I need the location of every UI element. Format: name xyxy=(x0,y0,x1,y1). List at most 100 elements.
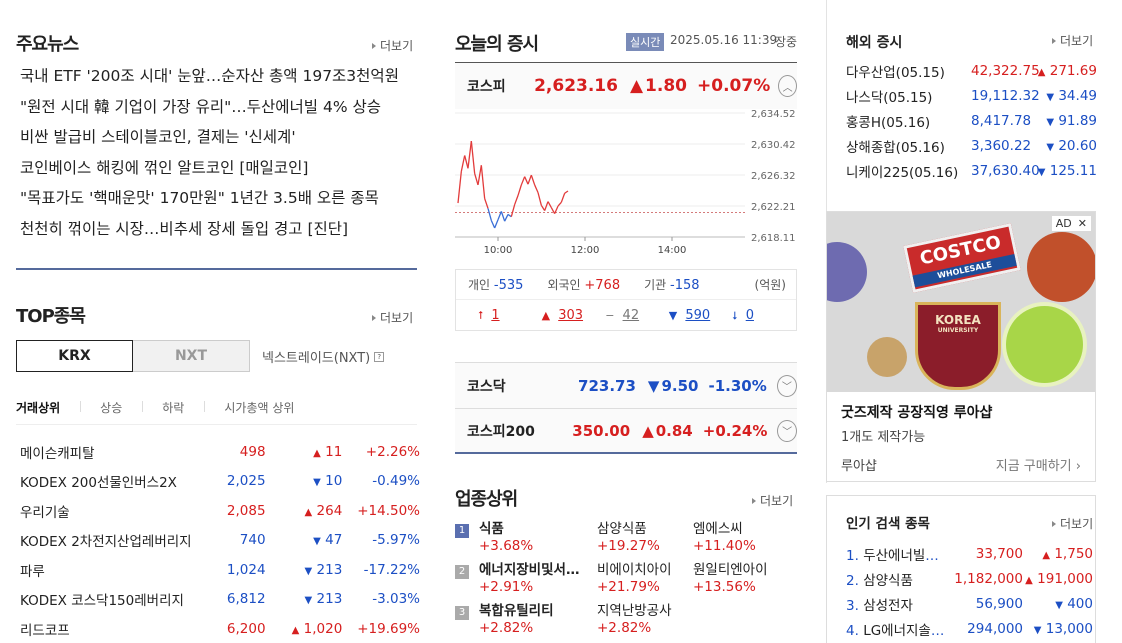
breadth-count[interactable]: 0 xyxy=(745,307,754,323)
table-row[interactable]: KODEX 2차전지산업레버리지 740 ▼ 47 -5.97% xyxy=(20,526,420,556)
ad-image[interactable]: COSTCO WHOLESALE KOREA UNIVERSITY AD ✕ xyxy=(827,212,1095,392)
stock-name[interactable]: 비에이치아이 xyxy=(597,562,672,578)
news-item[interactable]: 국내 ETF '200조 시대' 눈앞…순자산 총액 197조3천억원 xyxy=(20,67,399,85)
industry-name[interactable]: 에너지장비및서비스 xyxy=(479,562,584,578)
table-row[interactable]: 홍콩H(05.16) 8,417.78 ▼ 91.89 xyxy=(846,108,1097,133)
breadth-item[interactable]: ▼ 590 xyxy=(669,308,733,323)
popular-more-link[interactable]: 더보기 xyxy=(1052,515,1093,532)
ad-title[interactable]: 굿즈제작 공장직영 루아샵 xyxy=(841,405,993,421)
table-row[interactable]: 메이슨캐피탈 498 ▲ 11 +2.26% xyxy=(20,437,420,467)
table-row[interactable]: 파루 1,024 ▼ 213 -17.22% xyxy=(20,555,420,585)
stock-name[interactable]: 파루 xyxy=(20,563,45,580)
industry-item[interactable]: 1 식품 +3.68% xyxy=(455,521,597,555)
kosdaq-row[interactable]: 코스닥 723.73 ▼ 9.50 -1.30% ﹀ xyxy=(455,362,797,408)
table-row[interactable]: 3. 삼성전자 56,900 ▼ 400 xyxy=(846,591,1093,616)
stock-name[interactable]: 메이슨캐피탈 xyxy=(20,445,95,462)
stock-name[interactable]: KODEX 2차전지산업레버리지 xyxy=(20,534,192,551)
breadth-count[interactable]: 590 xyxy=(685,307,711,323)
index-name[interactable]: 나스닥(05.15) xyxy=(846,89,933,106)
industry-name[interactable]: 복합유틸리티 xyxy=(479,603,554,619)
breadth-count[interactable]: 1 xyxy=(491,307,500,323)
breadth-count[interactable]: 303 xyxy=(558,307,584,323)
subtab-fall[interactable]: 하락 xyxy=(142,399,204,416)
stock-name[interactable]: 엠에스씨 xyxy=(693,521,743,537)
kospi200-row[interactable]: 코스피200 350.00 ▲ 0.84 +0.24% ﹀ xyxy=(455,408,797,454)
industry-stock[interactable]: 엠에스씨 +11.40% xyxy=(693,521,793,555)
chevron-up-icon[interactable]: ︿ xyxy=(778,75,797,97)
table-row[interactable]: 상해종합(05.16) 3,360.22 ▼ 20.60 xyxy=(846,133,1097,158)
news-item[interactable]: 비싼 발급비 스테이블코인, 결제는 '신세계' xyxy=(20,128,296,146)
breadth-item[interactable]: ▲ 303 xyxy=(542,308,606,323)
industry-item[interactable]: 3 복합유틸리티 +2.82% xyxy=(455,603,597,637)
breadth-count[interactable]: 42 xyxy=(622,307,640,323)
stock-name[interactable]: 지역난방공사 xyxy=(597,603,672,619)
overseas-more-link[interactable]: 더보기 xyxy=(1052,32,1093,49)
price-line-segment xyxy=(544,201,549,211)
news-item[interactable]: 코인베이스 해킹에 꺾인 알트코인 [매일코인] xyxy=(20,158,309,177)
stock-name[interactable]: KODEX 200선물인버스2X xyxy=(20,475,177,492)
table-row[interactable]: 우리기술 2,085 ▲ 264 +14.50% xyxy=(20,496,420,526)
industry-stock[interactable]: 삼양식품 +19.27% xyxy=(597,521,693,555)
table-row[interactable]: 4. LG에너지솔루션 294,000 ▼ 13,000 xyxy=(846,616,1093,641)
industry-item[interactable]: 2 에너지장비및서비스 +2.91% xyxy=(455,562,597,596)
down-arrow-icon: ▼ xyxy=(304,565,313,577)
stock-name[interactable]: 삼성전자 xyxy=(863,597,913,614)
table-row[interactable]: 다우산업(05.15) 42,322.75 ▲ 271.69 xyxy=(846,58,1097,83)
industry-name[interactable]: 식품 xyxy=(479,521,504,537)
popular-stock[interactable]: 3. 삼성전자 xyxy=(846,594,946,614)
kospi-row[interactable]: 코스피 2,623.16 ▲ 1.80 +0.07% ︿ xyxy=(455,63,797,109)
table-row[interactable]: 리드코프 6,200 ▲ 1,020 +19.69% xyxy=(20,614,420,643)
index-name[interactable]: 홍콩H(05.16) xyxy=(846,114,931,131)
ad-cta[interactable]: 지금 구매하기 › xyxy=(996,455,1081,474)
stock-name[interactable]: 두산에너빌리티 xyxy=(863,547,946,564)
stock-name[interactable]: 리드코프 xyxy=(20,622,70,639)
close-icon[interactable]: ✕ xyxy=(1077,217,1087,230)
stock-name[interactable]: LG에너지솔루션 xyxy=(863,622,946,639)
subtab-rise[interactable]: 상승 xyxy=(80,399,142,416)
popular-stock[interactable]: 1. 두산에너빌리티 xyxy=(846,544,946,564)
table-row[interactable]: 2. 삼양식품 1,182,000 ▲ 191,000 xyxy=(846,566,1093,591)
industry-more-link[interactable]: 더보기 xyxy=(752,492,793,509)
news-item[interactable]: "원전 시대 韓 기업이 가장 유리"…두산에너빌 4% 상승 xyxy=(20,97,382,116)
main-news-more-link[interactable]: 더보기 xyxy=(372,37,413,54)
breadth-item[interactable]: ⭡ 1 xyxy=(478,308,542,323)
industry-stock[interactable] xyxy=(693,603,793,637)
breadth-item[interactable]: − 42 xyxy=(605,308,669,323)
table-row[interactable]: KODEX 200선물인버스2X 2,025 ▼ 10 -0.49% xyxy=(20,467,420,497)
news-item[interactable]: 천천히 꺾이는 시장…비추세 장세 돌입 경고 [진단] xyxy=(20,219,349,238)
industry-stock[interactable]: 원일티엔아이 +13.56% xyxy=(693,562,793,596)
index-name[interactable]: 니케이225(05.16) xyxy=(846,164,959,181)
stock-name[interactable]: 삼양식품 xyxy=(863,572,913,589)
index-name[interactable]: 다우산업(05.15) xyxy=(846,64,945,81)
popular-stock[interactable]: 4. LG에너지솔루션 xyxy=(846,619,946,639)
investor-label: 기관 xyxy=(644,278,667,292)
nxt-info[interactable]: 넥스트레이드(NXT)? xyxy=(262,347,385,366)
index-name[interactable]: 상해종합(05.16) xyxy=(846,139,945,156)
stock-name[interactable]: 삼양식품 xyxy=(597,521,647,537)
subtab-volume[interactable]: 거래상위 xyxy=(16,401,61,415)
index-change: ▲ 271.69 xyxy=(1029,63,1097,79)
table-row[interactable]: KODEX 코스닥150레버리지 6,812 ▼ 213 -3.03% xyxy=(20,585,420,615)
news-item[interactable]: "목표가도 '핵매운맛' 170만원" 1년간 3.5배 오른 종목 xyxy=(20,189,379,207)
table-row[interactable]: 나스닥(05.15) 19,112.32 ▼ 34.49 xyxy=(846,83,1097,108)
stock-name[interactable]: 우리기술 xyxy=(20,504,70,521)
ad-badge[interactable]: AD ✕ xyxy=(1051,216,1091,231)
tab-nxt[interactable]: NXT xyxy=(133,340,250,372)
table-row[interactable]: 니케이225(05.16) 37,630.40 ▼ 125.11 xyxy=(846,158,1097,183)
top-stocks-more-link[interactable]: 더보기 xyxy=(372,309,413,326)
popular-stock[interactable]: 2. 삼양식품 xyxy=(846,569,946,589)
tab-krx[interactable]: KRX xyxy=(16,340,133,372)
industry-stock[interactable]: 지역난방공사 +2.82% xyxy=(597,603,693,637)
table-row[interactable]: 1. 두산에너빌리티 33,700 ▲ 1,750 xyxy=(846,541,1093,566)
subtab-marketcap[interactable]: 시가총액 상위 xyxy=(204,399,314,416)
chevron-down-icon[interactable]: ﹀ xyxy=(776,374,797,397)
breadth-item[interactable]: ⭣ 0 xyxy=(732,308,796,323)
industry-stock[interactable]: 비에이치아이 +21.79% xyxy=(597,562,693,596)
stock-name[interactable]: 원일티엔아이 xyxy=(693,562,768,578)
ad-banner[interactable]: COSTCO WHOLESALE KOREA UNIVERSITY AD ✕ 굿즈제작… xyxy=(826,211,1096,482)
stock-name[interactable]: KODEX 코스닥150레버리지 xyxy=(20,593,184,610)
chevron-down-icon[interactable]: ﹀ xyxy=(777,419,797,442)
stock-rate: +19.27% xyxy=(597,538,660,554)
breadth-arrow-icon: ▼ xyxy=(668,308,678,322)
change-value: 264 xyxy=(316,502,343,519)
